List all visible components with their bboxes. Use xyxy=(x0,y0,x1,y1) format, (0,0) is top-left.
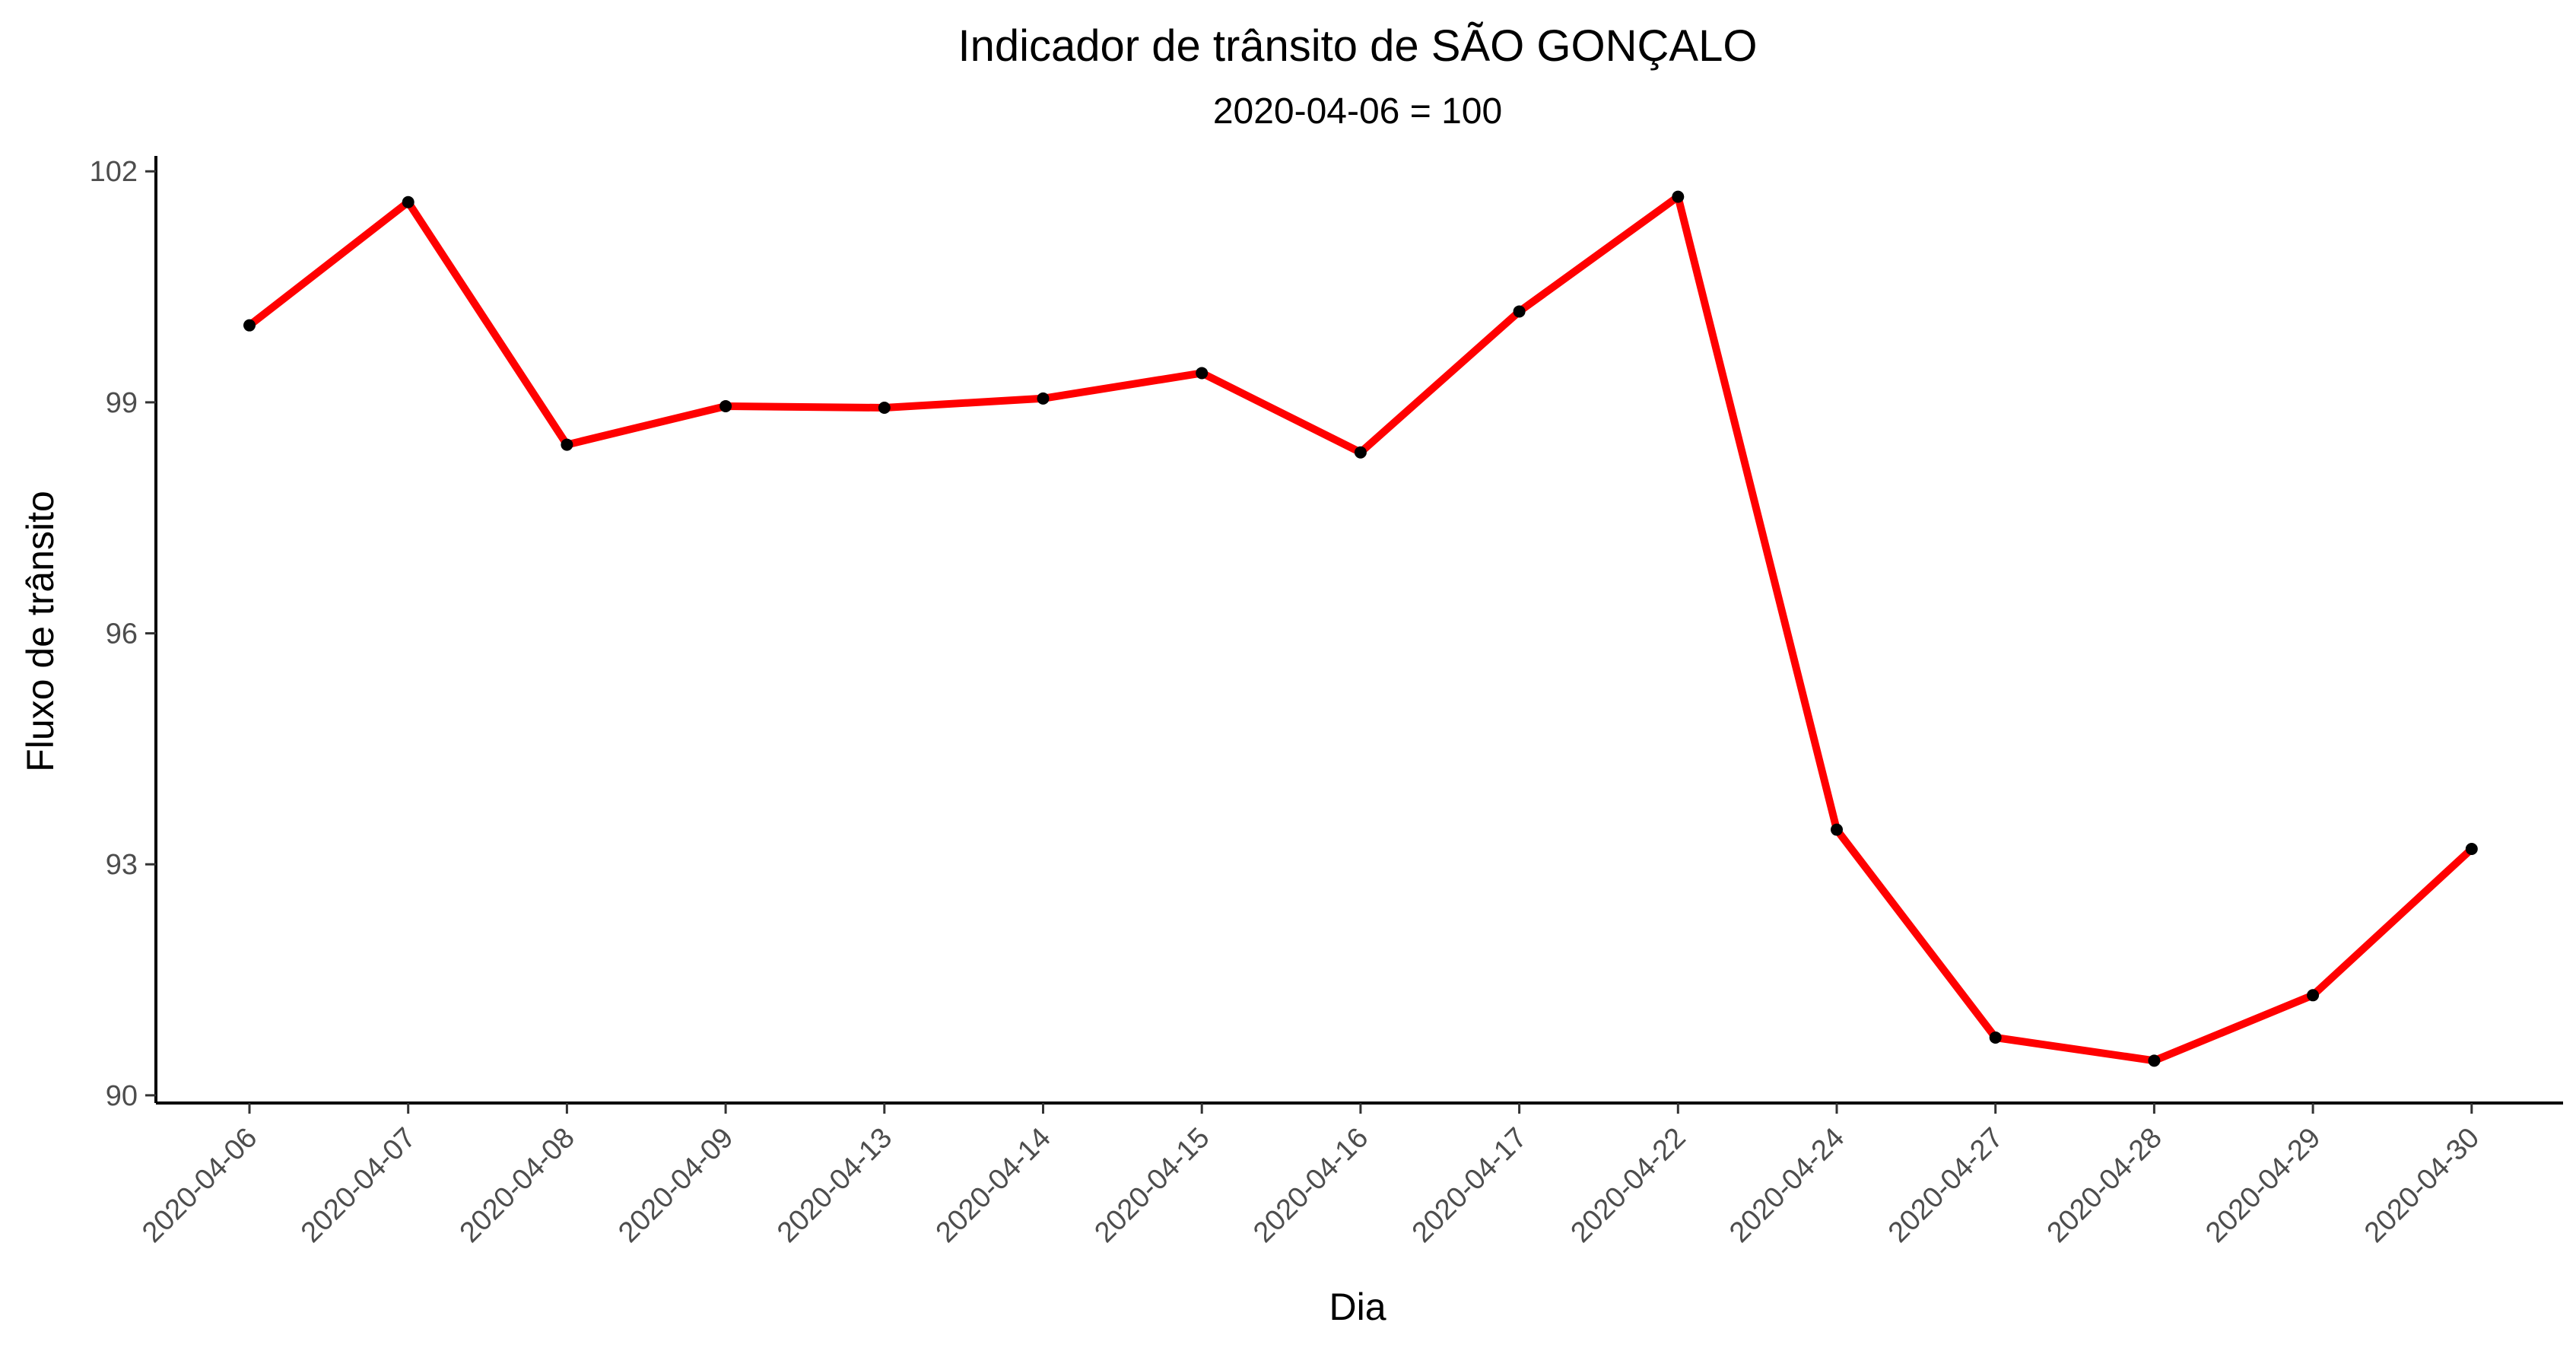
x-tick-label: 2020-04-06 xyxy=(136,1122,263,1249)
data-point xyxy=(1989,1031,2002,1044)
data-point xyxy=(878,401,891,414)
x-axis: 2020-04-06 2020-04-07 2020-04-08 2020-04-09… xyxy=(136,1101,2563,1249)
data-point xyxy=(2307,989,2320,1002)
data-point xyxy=(1513,305,1526,318)
data-point xyxy=(2465,842,2478,855)
data-point xyxy=(2148,1054,2161,1067)
data-point xyxy=(1196,367,1209,380)
x-tick-label: 2020-04-28 xyxy=(2041,1122,2168,1249)
x-tick-label: 2020-04-27 xyxy=(1882,1122,2009,1249)
x-tick-label: 2020-04-07 xyxy=(295,1122,422,1249)
x-tick-label: 2020-04-15 xyxy=(1088,1122,1215,1249)
data-point xyxy=(243,319,256,332)
y-tick-label: 102 xyxy=(90,156,138,188)
y-tick-label: 90 xyxy=(106,1080,138,1112)
x-tick-label: 2020-04-30 xyxy=(2358,1122,2485,1249)
series-layer xyxy=(243,190,2478,1067)
data-point xyxy=(1831,823,1843,836)
data-point xyxy=(1672,190,1685,203)
series-line xyxy=(246,192,2476,1065)
y-tick-label: 96 xyxy=(106,618,138,650)
x-tick-label: 2020-04-17 xyxy=(1406,1122,1533,1249)
x-axis-title: Dia xyxy=(1329,1286,1386,1328)
chart-subtitle: 2020-04-06 = 100 xyxy=(1213,91,1502,132)
x-tick-label: 2020-04-09 xyxy=(612,1122,739,1249)
data-point xyxy=(1354,446,1367,459)
y-axis: 90 93 96 99 102 xyxy=(90,156,157,1112)
y-tick-label: 99 xyxy=(106,387,138,419)
y-tick-label: 93 xyxy=(106,849,138,881)
data-point xyxy=(561,438,573,451)
data-point xyxy=(1037,392,1050,405)
y-axis-title: Fluxo de trânsito xyxy=(19,491,62,772)
data-point xyxy=(402,195,415,208)
x-tick-label: 2020-04-29 xyxy=(2200,1122,2327,1249)
x-tick-label: 2020-04-14 xyxy=(930,1122,1057,1249)
x-tick-label: 2020-04-16 xyxy=(1247,1122,1374,1249)
x-tick-label: 2020-04-24 xyxy=(1723,1122,1850,1249)
x-tick-label: 2020-04-13 xyxy=(771,1122,898,1249)
x-tick-label: 2020-04-22 xyxy=(1565,1122,1692,1249)
chart-title: Indicador de trânsito de SÃO GONÇALO xyxy=(958,21,1758,71)
data-point xyxy=(719,399,732,412)
x-tick-label: 2020-04-08 xyxy=(454,1122,581,1249)
